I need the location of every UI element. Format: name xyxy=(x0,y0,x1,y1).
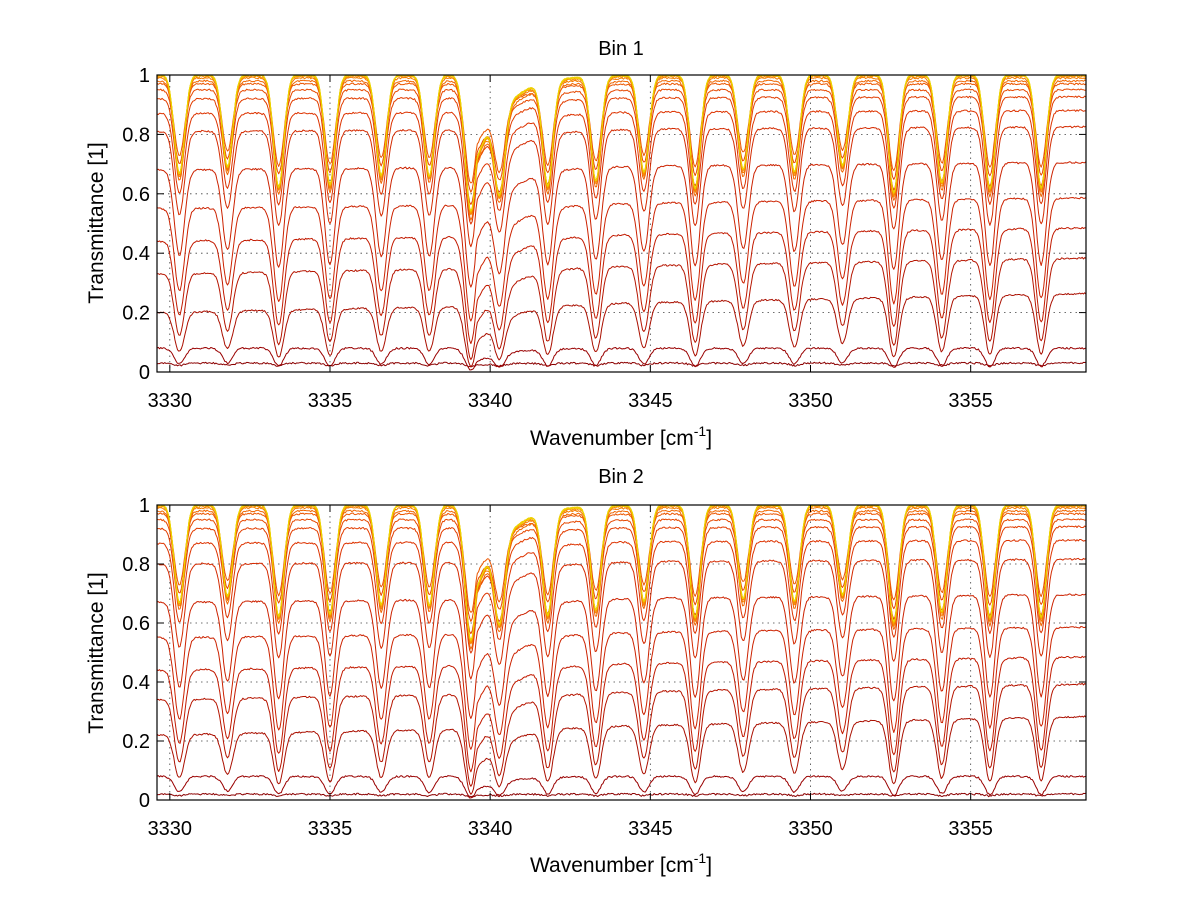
x-axis-label-superscript: -1 xyxy=(694,850,707,866)
x-tick-label: 3335 xyxy=(308,390,353,412)
spectrum-series-line xyxy=(156,226,1087,345)
plot-area-border xyxy=(156,74,1087,373)
spectrum-series-line xyxy=(156,125,1087,248)
spectrum-series-line xyxy=(156,79,1087,221)
grid xyxy=(157,75,1086,372)
x-tick-label: 3330 xyxy=(148,390,193,412)
y-tick-label: 0.8 xyxy=(122,124,150,146)
x-axis-label: Wavenumber [cm-1] xyxy=(530,423,712,450)
spectrum-series-line xyxy=(156,682,1087,787)
x-tick-label: 3340 xyxy=(468,390,513,412)
y-tick-label: 1 xyxy=(139,65,150,87)
grid xyxy=(157,505,1086,800)
spectrum-series-line xyxy=(156,361,1087,368)
spectrum-series-line xyxy=(156,256,1087,360)
tick-labels: 3330 3335 3340 3345 3350 3355 0 0.2 0.4 0.6 0.8 1 xyxy=(122,65,993,412)
spectrum-series-line xyxy=(156,292,1087,368)
spectrum-series-line xyxy=(156,539,1087,654)
y-axis-label: Transmittance [1] xyxy=(85,572,108,733)
x-tick-label: 3350 xyxy=(788,818,833,840)
y-axis-label: Transmittance [1] xyxy=(85,142,108,303)
spectrum-series-line xyxy=(156,509,1087,650)
spectrum-series-line xyxy=(156,792,1087,798)
y-tick-label: 1 xyxy=(139,495,150,517)
x-tick-label: 3345 xyxy=(628,818,673,840)
series-lines xyxy=(156,504,1087,799)
spectrum-series-line xyxy=(156,95,1087,205)
spectrum-series-line xyxy=(156,109,1087,225)
y-tick-label: 0.2 xyxy=(122,731,150,753)
spectrum-series-line xyxy=(156,346,1087,371)
x-tick-label: 3350 xyxy=(788,390,833,412)
x-axis-label: Wavenumber [cm-1] xyxy=(530,850,712,877)
spectrum-series-line xyxy=(156,518,1087,622)
y-tick-label: 0 xyxy=(139,790,150,812)
x-tick-label: 3340 xyxy=(468,818,513,840)
series-lines xyxy=(156,74,1087,371)
x-tick-label: 3330 xyxy=(148,818,193,840)
tick-labels: 3330 3335 3340 3345 3350 3355 0 0.2 0.4 0.6 0.8 1 xyxy=(122,495,993,840)
subplot-bin-1: Bin 1 Transmittance [1] Wavenumber [cm-1… xyxy=(85,38,1087,450)
spectrum-series-line xyxy=(156,626,1087,750)
spectrum-series-line xyxy=(156,196,1087,322)
spectrum-series-line xyxy=(156,715,1087,795)
spectrum-series-line xyxy=(156,161,1087,288)
y-tick-label: 0 xyxy=(139,362,150,384)
x-axis-label-suffix: ] xyxy=(706,854,712,877)
x-axis-label-main: Wavenumber [cm xyxy=(530,427,694,450)
axes xyxy=(156,74,1087,373)
x-tick-label: 3345 xyxy=(628,390,673,412)
plot-area-border xyxy=(156,504,1087,801)
x-tick-label: 3335 xyxy=(308,818,353,840)
subplot-title: Bin 2 xyxy=(598,466,644,488)
y-tick-label: 0.4 xyxy=(122,672,150,694)
y-tick-label: 0.4 xyxy=(122,243,150,265)
x-axis-label-main: Wavenumber [cm xyxy=(530,854,694,877)
y-tick-label: 0.8 xyxy=(122,554,150,576)
x-axis-label-superscript: -1 xyxy=(694,423,707,439)
y-tick-label: 0.6 xyxy=(122,613,150,635)
y-tick-label: 0.6 xyxy=(122,184,150,206)
subplot-bin-2: Bin 2 Transmittance [1] Wavenumber [cm-1… xyxy=(85,466,1087,877)
spectrum-series-line xyxy=(156,593,1087,719)
spectrum-series-line xyxy=(156,557,1087,680)
spectrum-series-line xyxy=(156,655,1087,773)
spectrum-series-line xyxy=(156,525,1087,635)
x-tick-label: 3355 xyxy=(948,390,993,412)
x-axis-label-suffix: ] xyxy=(706,427,712,450)
axes xyxy=(156,504,1087,801)
subplot-title: Bin 1 xyxy=(598,38,644,60)
spectrum-series-line xyxy=(156,88,1087,193)
spectrum-series-line xyxy=(156,775,1087,799)
x-tick-label: 3355 xyxy=(948,818,993,840)
y-tick-label: 0.2 xyxy=(122,303,150,325)
